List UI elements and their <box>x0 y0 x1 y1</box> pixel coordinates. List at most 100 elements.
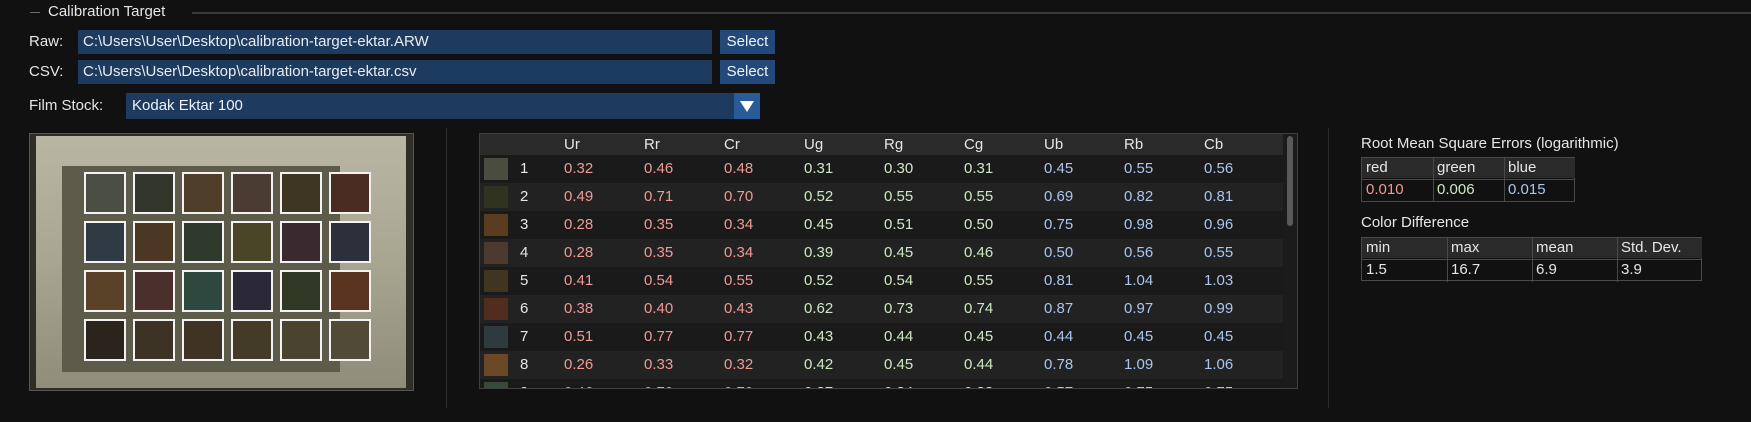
table-row[interactable]: 4 0.28 0.35 0.34 0.39 0.45 0.46 0.50 0.56 0.55 <box>480 239 1285 267</box>
color-swatch <box>484 158 508 180</box>
raw-label: Raw: <box>29 33 64 50</box>
color-diff-title: Color Difference <box>1361 214 1470 231</box>
mini-table-value: 16.7 <box>1451 261 1481 278</box>
table-cell: 0.75 <box>1204 384 1233 388</box>
mini-table-row-separator <box>1362 179 1575 180</box>
raw-select-button[interactable]: Select <box>720 30 775 54</box>
row-index: 2 <box>520 188 529 205</box>
target-patch <box>133 221 175 263</box>
table-row[interactable]: 5 0.41 0.54 0.55 0.52 0.54 0.55 0.81 1.04 1.03 <box>480 267 1285 295</box>
table-cell: 0.33 <box>644 356 674 373</box>
table-cell: 0.75 <box>1044 216 1074 233</box>
group-title: Calibration Target <box>48 3 166 20</box>
divider-right <box>1328 128 1329 408</box>
mini-table-value: 0.015 <box>1508 181 1546 198</box>
table-row[interactable]: 2 0.49 0.71 0.70 0.52 0.55 0.55 0.69 0.82 0.81 <box>480 183 1285 211</box>
error-table[interactable]: Ur Rr Cr Ug Rg Cg Ub Rb Cb 1 0.32 0.46 0.48 0.31 0.30… <box>479 133 1298 389</box>
table-cell: 0.82 <box>1124 188 1154 205</box>
csv-select-button[interactable]: Select <box>720 60 775 84</box>
mini-table-column-header: min <box>1366 239 1391 256</box>
table-cell: 0.31 <box>804 160 834 177</box>
table-cell: 0.81 <box>1044 272 1074 289</box>
color-swatch <box>484 214 508 236</box>
table-scroll-thumb[interactable] <box>1287 136 1293 226</box>
target-patch <box>133 319 175 361</box>
table-cell: 0.98 <box>1124 216 1154 233</box>
color-swatch <box>484 270 508 292</box>
target-patch <box>182 221 224 263</box>
table-cell: 0.69 <box>1044 188 1074 205</box>
column-header[interactable]: Cr <box>724 136 740 153</box>
chevron-down-icon <box>740 101 754 112</box>
table-scrollbar[interactable] <box>1283 134 1297 388</box>
table-cell: 0.28 <box>564 244 594 261</box>
target-board <box>36 136 406 388</box>
table-cell: 0.35 <box>644 216 674 233</box>
table-cell: 0.38 <box>564 300 594 317</box>
column-header[interactable]: Cg <box>964 136 984 153</box>
table-row[interactable]: 1 0.32 0.46 0.48 0.31 0.30 0.31 0.45 0.55 0.56 <box>480 155 1285 183</box>
target-patch <box>182 172 224 214</box>
column-header[interactable]: Ur <box>564 136 580 153</box>
table-cell: 0.37 <box>804 384 833 388</box>
film-stock-combo[interactable]: Kodak Ektar 100 <box>126 93 760 119</box>
table-cell: 0.55 <box>1204 244 1234 261</box>
table-cell: 0.49 <box>564 188 594 205</box>
row-index: 4 <box>520 244 529 261</box>
table-cell: 0.48 <box>724 160 754 177</box>
mini-table-column-header: Std. Dev. <box>1621 239 1682 256</box>
column-header[interactable]: Rg <box>884 136 904 153</box>
table-row[interactable]: 7 0.51 0.77 0.77 0.43 0.44 0.45 0.44 0.45 0.45 <box>480 323 1285 351</box>
table-cell: 0.57 <box>1044 384 1073 388</box>
target-patch <box>84 221 126 263</box>
table-cell: 0.32 <box>564 160 594 177</box>
table-cell: 0.70 <box>724 188 754 205</box>
mini-table-value: 0.006 <box>1437 181 1475 198</box>
column-header[interactable]: Rr <box>644 136 660 153</box>
table-cell: 0.62 <box>804 300 834 317</box>
column-header[interactable]: Ub <box>1044 136 1064 153</box>
target-patch <box>280 221 322 263</box>
csv-path-field[interactable]: C:\Users\User\Desktop\calibration-target… <box>78 60 712 84</box>
table-row[interactable]: 9 0.46 0.70 0.70 0.37 0.34 0.33 0.57 0.75 0.75 <box>480 379 1285 388</box>
table-cell: 0.46 <box>644 160 674 177</box>
table-cell: 0.77 <box>724 328 754 345</box>
table-cell: 0.44 <box>1044 328 1074 345</box>
mini-table-column-separator <box>1433 158 1434 202</box>
table-cell: 0.97 <box>1124 300 1154 317</box>
mini-table-value: 0.010 <box>1366 181 1404 198</box>
target-patch <box>133 172 175 214</box>
raw-path-field[interactable]: C:\Users\User\Desktop\calibration-target… <box>78 30 712 54</box>
target-patch <box>231 172 273 214</box>
table-cell: 0.71 <box>644 188 674 205</box>
film-stock-dropdown-button[interactable] <box>734 93 760 119</box>
table-row[interactable]: 8 0.26 0.33 0.32 0.42 0.45 0.44 0.78 1.09 1.06 <box>480 351 1285 379</box>
mini-table-header <box>1362 158 1575 178</box>
column-header[interactable]: Cb <box>1204 136 1224 153</box>
table-cell: 0.54 <box>884 272 914 289</box>
table-cell: 0.87 <box>1044 300 1074 317</box>
mini-table-column-separator <box>1617 238 1618 282</box>
table-cell: 0.28 <box>564 216 594 233</box>
table-cell: 0.45 <box>804 216 834 233</box>
table-row[interactable]: 6 0.38 0.40 0.43 0.62 0.73 0.74 0.87 0.97 0.99 <box>480 295 1285 323</box>
column-header[interactable]: Rb <box>1124 136 1144 153</box>
mini-table-column-header: green <box>1437 159 1476 176</box>
table-cell: 0.55 <box>884 188 914 205</box>
table-cell: 0.56 <box>1124 244 1154 261</box>
film-stock-value: Kodak Ektar 100 <box>132 97 243 114</box>
table-cell: 0.34 <box>884 384 913 388</box>
table-cell: 0.44 <box>884 328 914 345</box>
mini-table-value: 3.9 <box>1621 261 1642 278</box>
table-cell: 0.33 <box>964 384 993 388</box>
table-cell: 0.34 <box>724 244 754 261</box>
mini-table-column-header: max <box>1451 239 1480 256</box>
table-row[interactable]: 3 0.28 0.35 0.34 0.45 0.51 0.50 0.75 0.98 0.96 <box>480 211 1285 239</box>
table-cell: 0.70 <box>724 384 753 388</box>
color-swatch <box>484 186 508 208</box>
row-index: 7 <box>520 328 529 345</box>
target-patch <box>329 270 371 312</box>
table-cell: 0.31 <box>964 160 994 177</box>
column-header[interactable]: Ug <box>804 136 824 153</box>
table-cell: 0.78 <box>1044 356 1074 373</box>
